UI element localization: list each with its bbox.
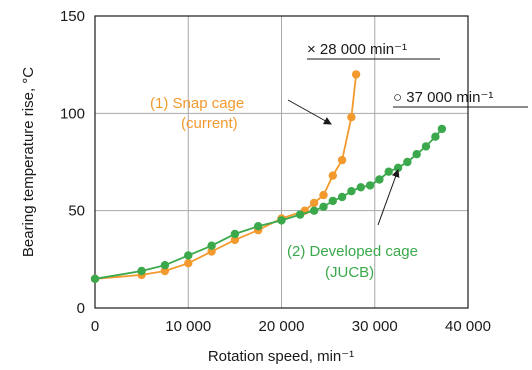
series-2-label-line-2: (JUCB) bbox=[325, 264, 374, 281]
x-tick-label: 30 000 bbox=[352, 318, 398, 335]
y-tick-label: 0 bbox=[77, 300, 85, 317]
series-1-point bbox=[184, 259, 193, 268]
grid bbox=[95, 16, 468, 308]
series-1-label-line-2: (current) bbox=[181, 115, 238, 132]
series-1-point bbox=[337, 155, 347, 165]
x-tick-label: 40 000 bbox=[445, 318, 491, 335]
series-1-point bbox=[309, 198, 319, 208]
series-2-point bbox=[437, 124, 447, 134]
series-1-point bbox=[230, 235, 240, 245]
series-2-point bbox=[421, 142, 431, 151]
x-tick-label: 10 000 bbox=[165, 318, 211, 335]
series-2-point bbox=[328, 196, 337, 206]
series-2-label-line-1: (2) Developed cage bbox=[287, 243, 418, 260]
series-1-point bbox=[351, 70, 361, 79]
series-2-point bbox=[90, 274, 100, 283]
plot-frame bbox=[94, 15, 469, 309]
series-1-point bbox=[207, 247, 216, 256]
max-speed-snap-label: × 28 000 min⁻¹ bbox=[307, 41, 407, 58]
series-2-point bbox=[230, 229, 240, 239]
series-2-point bbox=[184, 251, 193, 260]
y-tick-label: 50 bbox=[68, 203, 85, 220]
series-2-point bbox=[365, 181, 375, 190]
series-1-point bbox=[328, 171, 337, 180]
series-2-point bbox=[412, 150, 421, 159]
y-tick-label: 150 bbox=[60, 8, 85, 25]
series-2-point bbox=[319, 202, 328, 211]
series-2-point bbox=[375, 175, 384, 184]
y-tick-label: 100 bbox=[60, 105, 85, 122]
series-1-point bbox=[347, 113, 356, 122]
x-tick-label: 0 bbox=[91, 318, 99, 335]
series-2-point bbox=[137, 266, 146, 276]
series-2-point bbox=[347, 187, 356, 196]
series-2-arrow bbox=[377, 169, 400, 226]
y-tick-labels: 0 50 100 150 bbox=[60, 8, 85, 317]
x-axis-title: Rotation speed, min⁻¹ bbox=[208, 348, 354, 365]
series-1-label-line-1: (1) Snap cage bbox=[150, 95, 244, 112]
series-1-arrow bbox=[287, 99, 332, 125]
series-2-point bbox=[356, 183, 365, 192]
series-2-point bbox=[295, 210, 305, 219]
y-axis-title: Bearing temperature rise, °C bbox=[20, 67, 37, 257]
series-lines bbox=[90, 70, 447, 283]
series-2-point bbox=[254, 222, 263, 231]
series-2-point bbox=[431, 132, 440, 141]
x-tick-labels: 0 10 000 20 000 30 000 40 000 bbox=[91, 318, 491, 335]
series-2-point bbox=[309, 206, 319, 215]
series-2-point bbox=[403, 157, 412, 167]
series-2-point bbox=[207, 241, 216, 250]
series-1-point bbox=[160, 266, 170, 276]
series-2-point bbox=[160, 261, 170, 270]
series-2-point bbox=[384, 167, 393, 176]
x-tick-label: 20 000 bbox=[259, 318, 305, 335]
series-2-point bbox=[277, 216, 286, 225]
series-2 bbox=[90, 124, 447, 283]
series-1-point bbox=[319, 190, 328, 200]
max-speed-developed-label: ○ 37 000 min⁻¹ bbox=[393, 89, 493, 106]
series-2-point bbox=[337, 192, 347, 202]
